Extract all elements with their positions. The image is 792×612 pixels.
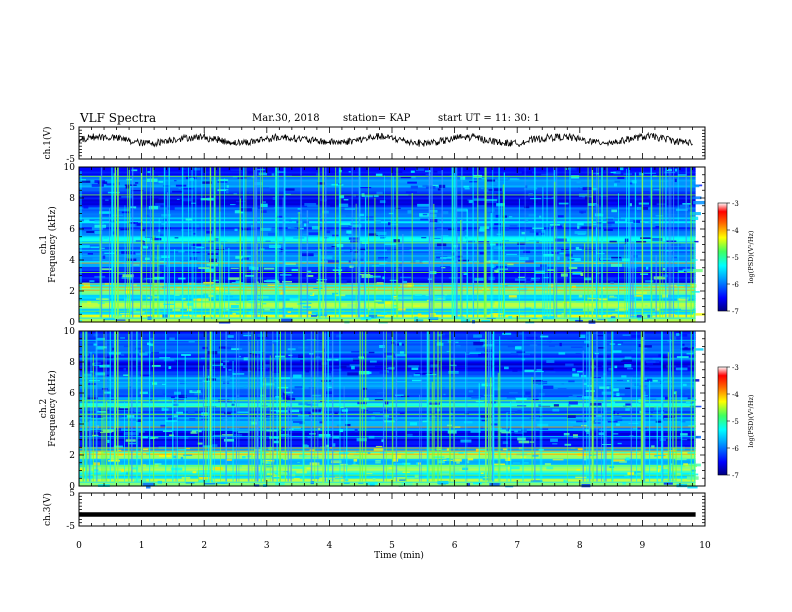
y-tick-label: 4 [69,256,75,266]
x-tick-label: 4 [327,541,333,551]
colorbar-tick-label: -3 [732,200,739,208]
spectrogram-ch2 [78,331,704,489]
x-tick-label: 9 [640,541,646,551]
y-tick-label: 8 [69,194,75,204]
y-tick-label: -5 [66,522,75,532]
colorbar-label: log(PSD)(V²/Hz) [747,394,755,447]
colorbar-tick-label: -4 [732,391,739,399]
colorbar [717,202,728,312]
x-tick-label: 5 [389,541,395,551]
colorbar-label: log(PSD)(V²/Hz) [747,230,755,283]
colorbar-tick-label: -5 [732,418,739,426]
date-label: Mar.30, 2018 [252,113,320,124]
colorbar-tick-label: -4 [732,227,739,235]
colorbar-tick-label: -7 [732,308,739,316]
start-time-label: start UT = 11: 30: 1 [438,113,540,124]
x-tick-label: 10 [699,541,711,551]
x-axis-label: Time (min) [374,550,424,561]
y-tick-label: 0 [69,482,75,492]
spectrogram-ch1 [79,167,705,324]
y-tick-label: 6 [69,225,75,235]
chart-title: VLF Spectra [80,111,157,125]
y-tick-label: 8 [69,358,75,368]
y-tick-label: 0 [69,318,75,328]
colorbar-tick-label: -7 [732,472,739,480]
x-tick-label: 0 [76,541,82,551]
y-axis-label: ch.1 [39,235,49,254]
y-axis-label: Frequency (kHz) [47,370,58,447]
x-tick-label: 3 [264,541,270,551]
colorbar [717,366,728,476]
y-tick-label: 6 [69,389,75,399]
station-label: station= KAP [343,113,411,124]
x-tick-label: 2 [201,541,207,551]
y-tick-label: 4 [69,420,75,430]
y-tick-label: 2 [69,287,75,297]
y-tick-label: 5 [69,123,75,133]
y-axis-label: ch.1(V) [42,127,53,160]
y-tick-label: 5 [69,489,75,499]
x-tick-label: 6 [452,541,458,551]
y-axis-label: Frequency (kHz) [47,206,58,283]
colorbar-tick-label: -5 [732,254,739,262]
colorbar-tick-label: -6 [732,445,739,453]
colorbar-tick-label: -6 [732,281,739,289]
colorbar-tick-label: -3 [732,364,739,372]
x-tick-label: 7 [514,541,520,551]
y-tick-label: 10 [64,163,76,173]
y-tick-label: 2 [69,451,75,461]
y-tick-label: 10 [64,327,76,337]
y-axis-label: ch.2 [39,399,49,418]
x-tick-label: 1 [139,541,145,551]
y-axis-label: ch.3(V) [42,493,53,526]
ch1-waveform-trace [78,131,693,148]
y-tick-label: -5 [66,155,75,165]
x-tick-label: 8 [577,541,583,551]
